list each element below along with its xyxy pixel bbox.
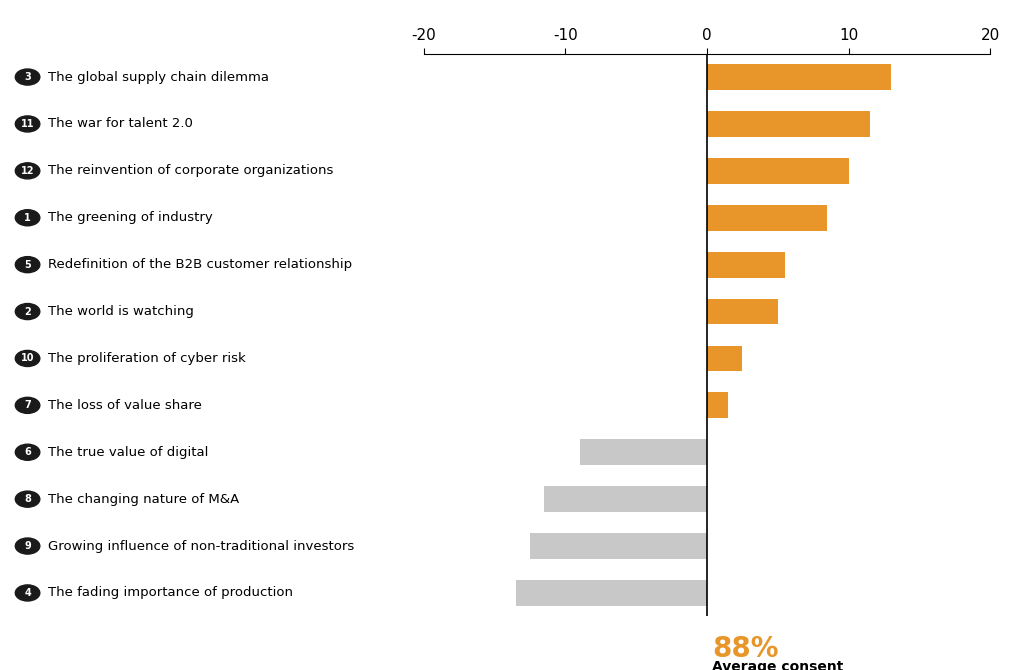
Text: 10: 10 (20, 354, 35, 363)
Bar (544, 486, 707, 512)
Text: Average consent: Average consent (712, 660, 843, 670)
Text: 5: 5 (25, 260, 31, 269)
Text: Growing influence of non-traditional investors: Growing influence of non-traditional inv… (48, 539, 354, 553)
Text: 1: 1 (25, 213, 31, 222)
Bar (707, 205, 827, 230)
Text: The greening of industry: The greening of industry (48, 211, 212, 224)
Text: 6: 6 (25, 448, 31, 457)
Bar (707, 252, 785, 277)
Text: The reinvention of corporate organizations: The reinvention of corporate organizatio… (48, 164, 334, 178)
Bar (530, 533, 707, 559)
Text: Redefinition of the B2B customer relationship: Redefinition of the B2B customer relatio… (48, 258, 352, 271)
Bar (580, 440, 707, 465)
Text: The world is watching: The world is watching (48, 305, 194, 318)
Text: The changing nature of M&A: The changing nature of M&A (48, 492, 239, 506)
Text: 4: 4 (25, 588, 31, 598)
Text: The fading importance of production: The fading importance of production (48, 586, 293, 600)
Bar (516, 580, 707, 606)
Text: The true value of digital: The true value of digital (48, 446, 208, 459)
Bar (707, 111, 870, 137)
Bar (707, 64, 891, 90)
Text: 2: 2 (25, 307, 31, 316)
Text: 12: 12 (20, 166, 35, 176)
Text: The proliferation of cyber risk: The proliferation of cyber risk (48, 352, 246, 365)
Text: The loss of value share: The loss of value share (48, 399, 202, 412)
Text: The global supply chain dilemma: The global supply chain dilemma (48, 70, 269, 84)
Text: 9: 9 (25, 541, 31, 551)
Text: 3: 3 (25, 72, 31, 82)
Bar (707, 158, 848, 184)
Bar (707, 299, 778, 324)
Text: The war for talent 2.0: The war for talent 2.0 (48, 117, 193, 131)
Bar (707, 393, 728, 418)
Text: 88%: 88% (712, 634, 779, 663)
Text: 8: 8 (25, 494, 31, 504)
Text: 7: 7 (25, 401, 31, 410)
Text: 11: 11 (20, 119, 35, 129)
Bar (707, 346, 742, 371)
